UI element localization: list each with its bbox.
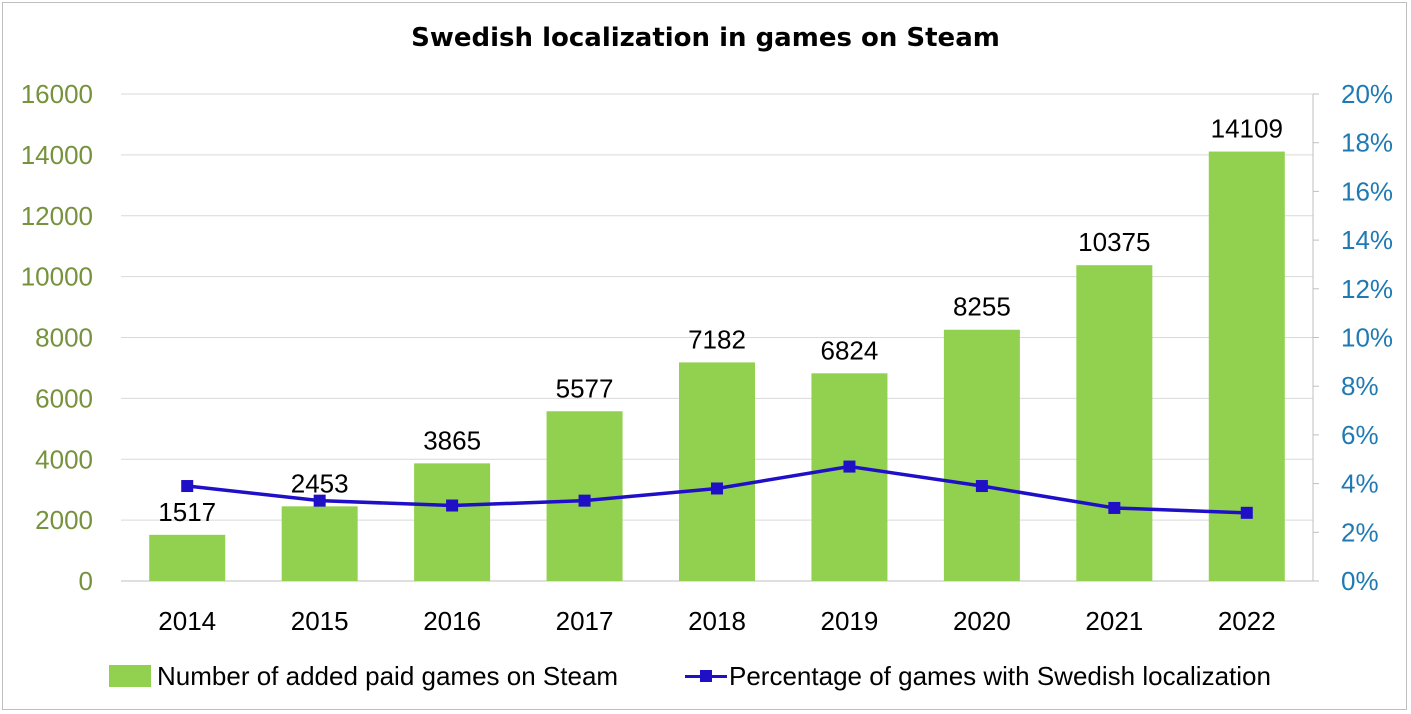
bar-data-label: 3865 xyxy=(423,425,481,455)
bar xyxy=(281,506,358,581)
y-left-tick-label: 6000 xyxy=(35,383,93,413)
y-left-tick-label: 10000 xyxy=(21,262,93,292)
legend: Number of added paid games on Steam Perc… xyxy=(3,658,1408,694)
x-tick-label: 2021 xyxy=(1085,606,1143,636)
bar-data-label: 5577 xyxy=(556,373,614,403)
x-tick-label: 2020 xyxy=(953,606,1011,636)
bar xyxy=(149,534,226,581)
line-point xyxy=(446,499,459,512)
y-right-tick-label: 18% xyxy=(1341,128,1393,158)
y-right-tick-label: 14% xyxy=(1341,225,1393,255)
legend-label-bars: Number of added paid games on Steam xyxy=(157,660,619,691)
y-left-tick-label: 16000 xyxy=(21,79,93,109)
bar xyxy=(943,329,1020,581)
y-right-tick-label: 0% xyxy=(1341,566,1379,596)
x-tick-label: 2016 xyxy=(423,606,481,636)
y-left-tick-label: 4000 xyxy=(35,444,93,474)
y-left-tick-label: 14000 xyxy=(21,140,93,170)
line-point xyxy=(1108,501,1121,514)
legend-item-line: Percentage of games with Swedish localiz… xyxy=(685,658,1271,694)
line-point xyxy=(313,494,326,507)
bar-data-label: 14109 xyxy=(1211,114,1283,144)
x-tick-label: 2018 xyxy=(688,606,746,636)
x-tick-label: 2015 xyxy=(291,606,349,636)
chart-plot: 0 2000 4000 6000 8000 10000 12000 14000 16000 0% 2… xyxy=(21,79,1393,636)
line-point xyxy=(975,480,988,493)
y-right-tick-label: 6% xyxy=(1341,420,1379,450)
chart-title: Swedish localization in games on Steam xyxy=(411,23,1000,53)
x-tick-label: 2017 xyxy=(556,606,614,636)
y-left-tick-label: 8000 xyxy=(35,323,93,353)
x-tick-label: 2019 xyxy=(821,606,879,636)
y-right-tick-label: 12% xyxy=(1341,274,1393,304)
y-right-tick-label: 4% xyxy=(1341,469,1379,499)
x-tick-label: 2022 xyxy=(1218,606,1276,636)
x-tick-label: 2014 xyxy=(158,606,216,636)
y-left-tick-label: 0 xyxy=(79,566,93,596)
bar xyxy=(1076,265,1153,581)
y-right-tick-label: 8% xyxy=(1341,371,1379,401)
legend-swatch-bar xyxy=(109,665,151,687)
bar-data-label: 2453 xyxy=(291,468,349,498)
bar-data-label: 10375 xyxy=(1078,227,1150,257)
bar-data-label: 8255 xyxy=(953,292,1011,322)
y-left-tick-label: 2000 xyxy=(35,505,93,535)
line-point xyxy=(843,460,856,473)
line-point xyxy=(711,482,723,495)
y-left-tick-label: 12000 xyxy=(21,201,93,231)
legend-label-line: Percentage of games with Swedish localiz… xyxy=(729,660,1271,691)
line-point xyxy=(181,480,194,493)
bar-data-label: 7182 xyxy=(688,324,746,354)
y-right-tick-label: 2% xyxy=(1341,517,1379,547)
bar xyxy=(811,373,888,581)
bar xyxy=(414,463,491,581)
bar-data-label: 6824 xyxy=(821,335,879,365)
y-right-tick-label: 16% xyxy=(1341,176,1393,206)
y-right-tick-label: 20% xyxy=(1341,79,1393,109)
bar xyxy=(679,362,755,581)
bar-data-label: 1517 xyxy=(158,497,216,527)
legend-swatch-line xyxy=(685,665,727,687)
line-point xyxy=(578,494,591,507)
y-right-tick-label: 10% xyxy=(1341,323,1393,353)
line-point xyxy=(1240,506,1253,519)
legend-item-bars: Number of added paid games on Steam xyxy=(109,658,618,694)
